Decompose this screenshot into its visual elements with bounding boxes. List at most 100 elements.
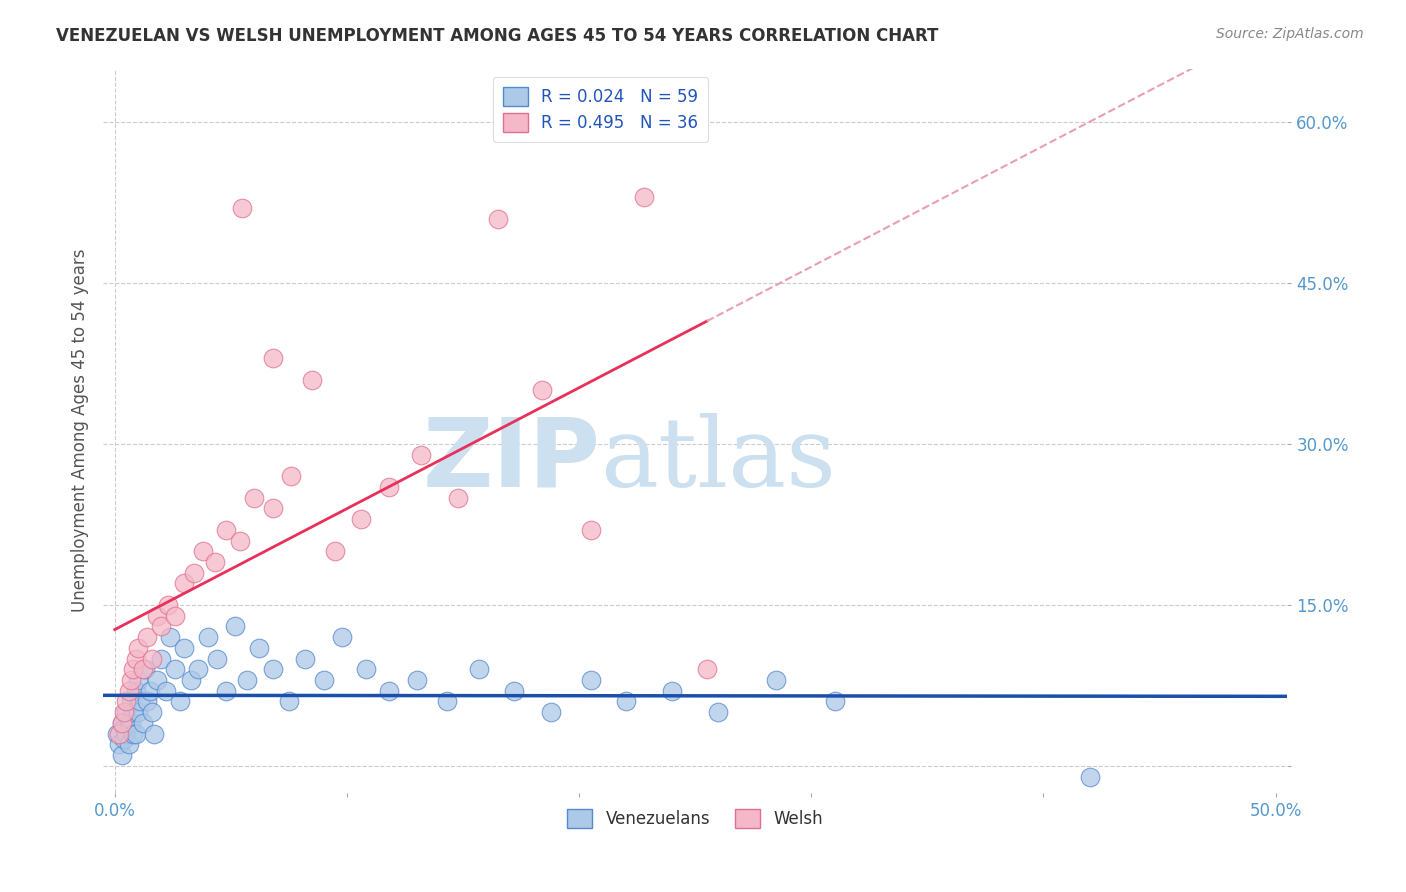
Point (111, 715, 134, 730)
Point (530, 384, 553, 398)
Point (707, 705, 730, 719)
Point (614, 694, 637, 708)
Text: ZIP: ZIP (423, 413, 600, 506)
Text: atlas: atlas (600, 413, 837, 507)
Point (1078, 770, 1101, 784)
Point (215, 523, 238, 537)
Point (108, 726, 131, 740)
Point (503, 683, 526, 698)
Point (143, 726, 166, 740)
Point (115, 705, 138, 719)
Point (765, 673, 787, 687)
Point (105, 726, 128, 740)
Point (111, 715, 134, 730)
Legend: Venezuelans, Welsh: Venezuelans, Welsh (561, 803, 830, 835)
Point (247, 640, 270, 655)
Point (197, 630, 219, 644)
Point (134, 662, 156, 676)
Point (350, 512, 373, 526)
Point (145, 608, 167, 623)
Point (157, 598, 180, 612)
Point (122, 705, 145, 719)
Point (145, 673, 167, 687)
Point (115, 726, 138, 740)
Point (150, 651, 173, 665)
Point (165, 662, 187, 676)
Point (312, 673, 335, 687)
Point (138, 683, 160, 698)
Point (120, 673, 142, 687)
Point (169, 694, 191, 708)
Text: VENEZUELAN VS WELSH UNEMPLOYMENT AMONG AGES 45 TO 54 YEARS CORRELATION CHART: VENEZUELAN VS WELSH UNEMPLOYMENT AMONG A… (56, 27, 939, 45)
Point (115, 694, 138, 708)
Point (150, 619, 173, 633)
Point (122, 662, 145, 676)
Y-axis label: Unemployment Among Ages 45 to 54 years: Unemployment Among Ages 45 to 54 years (72, 249, 89, 612)
Point (173, 640, 195, 655)
Point (262, 662, 284, 676)
Point (280, 469, 302, 483)
Point (447, 491, 470, 505)
Point (108, 738, 131, 752)
Point (112, 705, 135, 719)
Point (262, 351, 284, 366)
Point (136, 694, 159, 708)
Point (633, 190, 655, 204)
Point (323, 544, 346, 558)
Point (579, 523, 602, 537)
Point (159, 630, 181, 644)
Point (231, 201, 253, 215)
Point (436, 694, 458, 708)
Point (124, 726, 146, 740)
Point (112, 721, 135, 735)
Point (405, 673, 427, 687)
Point (141, 651, 163, 665)
Point (377, 480, 399, 494)
Point (112, 731, 135, 746)
Point (411, 448, 433, 462)
Point (155, 683, 177, 698)
Point (204, 555, 226, 569)
Point (277, 694, 299, 708)
Point (262, 501, 284, 516)
Point (191, 544, 214, 558)
Point (354, 662, 377, 676)
Point (127, 640, 149, 655)
Point (136, 630, 159, 644)
Text: Source: ZipAtlas.com: Source: ZipAtlas.com (1216, 27, 1364, 41)
Point (120, 715, 142, 730)
Point (131, 715, 153, 730)
Point (215, 683, 238, 698)
Point (127, 705, 149, 719)
Point (243, 491, 266, 505)
Point (236, 673, 259, 687)
Point (486, 211, 509, 226)
Point (294, 651, 316, 665)
Point (118, 715, 141, 730)
Point (579, 673, 602, 687)
Point (165, 608, 187, 623)
Point (301, 373, 323, 387)
Point (661, 683, 683, 698)
Point (118, 683, 141, 698)
Point (131, 662, 153, 676)
Point (122, 726, 145, 740)
Point (111, 748, 134, 763)
Point (205, 651, 228, 665)
Point (540, 705, 562, 719)
Point (330, 630, 353, 644)
Point (183, 566, 205, 580)
Point (187, 662, 209, 676)
Point (127, 673, 149, 687)
Point (377, 683, 399, 698)
Point (129, 694, 152, 708)
Point (124, 683, 146, 698)
Point (173, 576, 195, 591)
Point (696, 662, 718, 676)
Point (124, 651, 146, 665)
Point (229, 533, 252, 548)
Point (141, 705, 163, 719)
Point (118, 738, 141, 752)
Point (224, 619, 246, 633)
Point (120, 694, 142, 708)
